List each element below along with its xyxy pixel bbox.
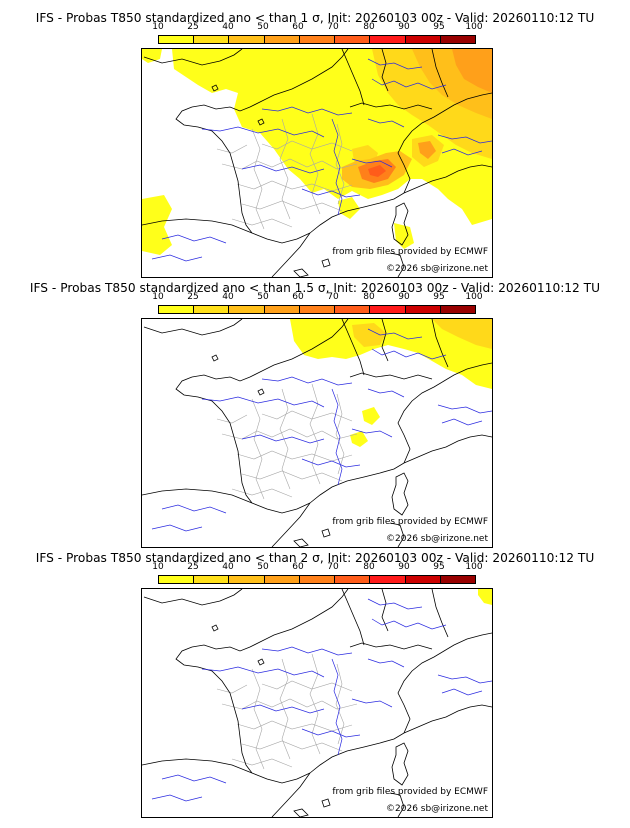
legend-tick: 60	[292, 562, 304, 572]
legend-tick: 10	[152, 22, 164, 32]
copyright-credit: ©2026 sb@irizone.net	[386, 264, 488, 274]
copyright-credit: ©2026 sb@irizone.net	[386, 804, 488, 814]
legend-tick: 90	[398, 562, 410, 572]
legend-swatch	[264, 36, 300, 43]
legend-tick: 80	[363, 562, 375, 572]
legend-colorbar	[158, 575, 476, 584]
legend-swatch	[159, 576, 195, 583]
probability-map: from grib files provided by ECMWF ©2026 …	[141, 48, 493, 278]
legend-swatch	[229, 576, 265, 583]
legend-tick: 95	[433, 292, 445, 302]
legend-swatch	[229, 36, 265, 43]
legend-swatch	[440, 576, 475, 583]
legend-swatch	[229, 306, 265, 313]
legend-tick: 95	[433, 562, 445, 572]
legend-tick: 90	[398, 292, 410, 302]
legend-swatch	[194, 36, 230, 43]
legend-swatch	[405, 576, 441, 583]
legend-tick: 10	[152, 562, 164, 572]
legend-swatch	[405, 36, 441, 43]
legend-tick: 80	[363, 292, 375, 302]
legend-swatch	[440, 306, 475, 313]
legend-tick: 80	[363, 22, 375, 32]
panel-title: IFS - Probas T850 standardized ano < tha…	[35, 551, 595, 565]
legend-swatch	[299, 36, 336, 43]
legend-swatch	[264, 306, 300, 313]
map-canvas	[142, 319, 492, 547]
legend-tick: 50	[257, 22, 269, 32]
legend-swatch	[370, 36, 406, 43]
legend-colorbar	[158, 35, 476, 44]
legend-tick: 40	[222, 22, 234, 32]
legend-swatch	[440, 36, 475, 43]
probability-area	[142, 49, 492, 255]
legend-tick: 90	[398, 22, 410, 32]
legend-tick: 25	[187, 562, 199, 572]
legend-swatch	[335, 576, 371, 583]
legend-tick: 70	[327, 292, 339, 302]
legend-labels: 10 25 40 50 60 70 80 90 95 100	[152, 22, 483, 34]
legend-swatch	[159, 36, 195, 43]
probability-map: from grib files provided by ECMWF ©2026 …	[141, 588, 493, 818]
panel-title: IFS - Probas T850 standardized ano < tha…	[35, 11, 595, 25]
legend-swatch	[299, 576, 336, 583]
legend-swatch	[370, 576, 406, 583]
legend-tick: 40	[222, 292, 234, 302]
legend-swatch	[405, 306, 441, 313]
legend-tick: 50	[257, 292, 269, 302]
legend-swatch	[299, 306, 336, 313]
map-panel-3: IFS - Probas T850 standardized ano < tha…	[0, 540, 630, 818]
legend-tick: 70	[327, 22, 339, 32]
legend-tick: 25	[187, 292, 199, 302]
legend-tick: 40	[222, 562, 234, 572]
legend-tick: 100	[465, 562, 483, 572]
legend-swatch	[335, 306, 371, 313]
legend-tick: 60	[292, 22, 304, 32]
legend-tick: 100	[465, 22, 483, 32]
legend-swatch	[194, 576, 230, 583]
legend-tick: 70	[327, 562, 339, 572]
legend-labels: 10 25 40 50 60 70 80 90 95 100	[152, 292, 483, 304]
copyright-credit: ©2026 sb@irizone.net	[386, 534, 488, 544]
data-source-credit: from grib files provided by ECMWF	[332, 787, 488, 797]
map-canvas	[142, 589, 492, 817]
legend-swatch	[194, 306, 230, 313]
map-panel-2: IFS - Probas T850 standardized ano < tha…	[0, 270, 630, 548]
legend-swatch	[370, 306, 406, 313]
legend-tick: 50	[257, 562, 269, 572]
probability-area	[290, 319, 492, 447]
map-canvas	[142, 49, 492, 277]
map-panel-1: IFS - Probas T850 standardized ano < tha…	[0, 0, 630, 278]
legend-tick: 100	[465, 292, 483, 302]
legend-tick: 60	[292, 292, 304, 302]
data-source-credit: from grib files provided by ECMWF	[332, 247, 488, 257]
legend-colorbar	[158, 305, 476, 314]
legend-tick: 10	[152, 292, 164, 302]
legend-tick: 95	[433, 22, 445, 32]
panel-title: IFS - Probas T850 standardized ano < tha…	[29, 281, 601, 295]
legend-swatch	[159, 306, 195, 313]
probability-area	[478, 589, 492, 605]
probability-map: from grib files provided by ECMWF ©2026 …	[141, 318, 493, 548]
legend-swatch	[335, 36, 371, 43]
legend-tick: 25	[187, 22, 199, 32]
data-source-credit: from grib files provided by ECMWF	[332, 517, 488, 527]
legend-swatch	[264, 576, 300, 583]
legend-labels: 10 25 40 50 60 70 80 90 95 100	[152, 562, 483, 574]
